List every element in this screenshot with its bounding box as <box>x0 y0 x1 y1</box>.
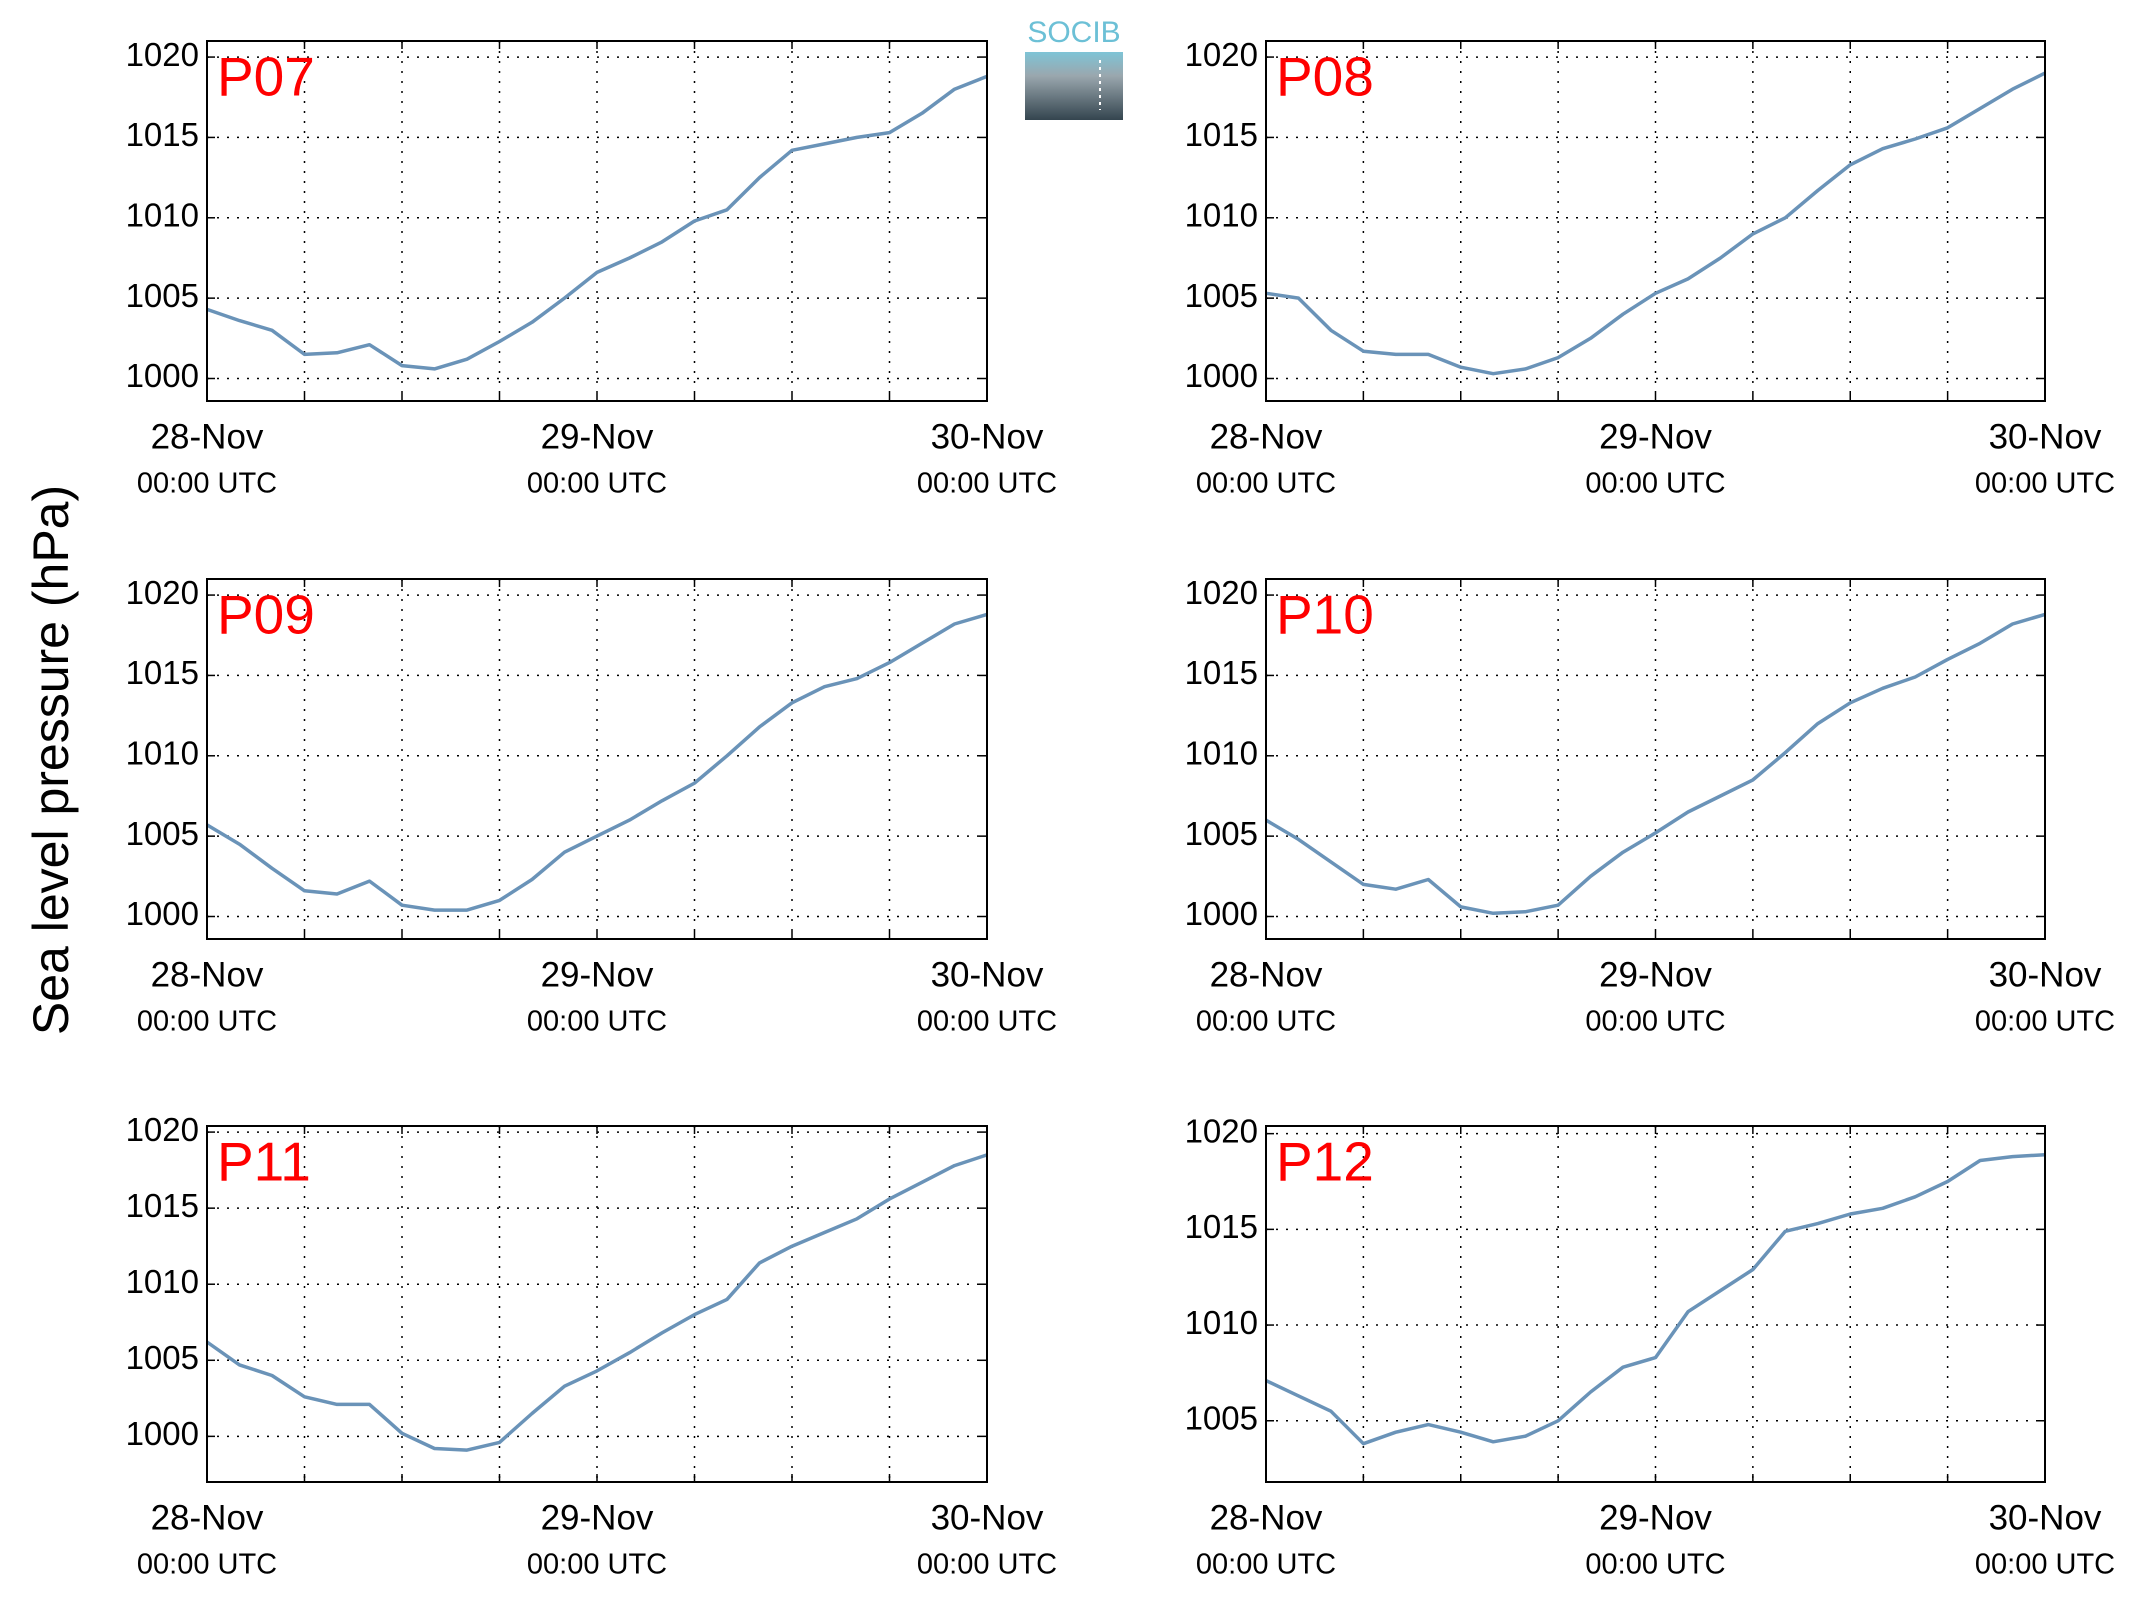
x-tick-label: 29-Nov <box>541 1498 654 1537</box>
y-tick-label: 1000 <box>1185 895 1258 932</box>
x-tick-sublabel: 00:00 UTC <box>1585 1549 1725 1581</box>
x-tick-sublabel: 00:00 UTC <box>1196 468 1336 500</box>
panel-title: P07 <box>217 46 315 108</box>
y-tick-label: 1010 <box>1185 735 1258 772</box>
y-tick-label: 1020 <box>1185 36 1258 73</box>
x-tick-label: 30-Nov <box>931 417 1044 456</box>
x-tick-sublabel: 00:00 UTC <box>137 1549 277 1581</box>
x-tick-sublabel: 00:00 UTC <box>1585 1006 1725 1038</box>
panel-title: P08 <box>1276 46 1374 108</box>
x-tick-label: 28-Nov <box>1210 417 1323 456</box>
panel-title: P10 <box>1276 584 1374 646</box>
panel-title: P09 <box>217 584 315 646</box>
x-tick-sublabel: 00:00 UTC <box>1975 1549 2115 1581</box>
x-tick-sublabel: 00:00 UTC <box>527 1549 667 1581</box>
x-tick-sublabel: 00:00 UTC <box>1975 1006 2115 1038</box>
x-tick-label: 28-Nov <box>151 955 264 994</box>
data-line <box>206 74 988 371</box>
y-tick-label: 1015 <box>126 116 199 153</box>
data-line <box>1265 71 2046 376</box>
data-line <box>1265 1152 2046 1446</box>
x-tick-label: 28-Nov <box>151 1498 264 1537</box>
y-tick-label: 1015 <box>126 1187 199 1224</box>
plot-frame <box>1265 1125 2046 1483</box>
plot-frame <box>1265 578 2046 940</box>
logo-text: SOCIB <box>1027 16 1120 49</box>
plot-frame <box>206 40 988 402</box>
plot-frame <box>206 578 988 940</box>
y-tick-label: 1015 <box>126 654 199 691</box>
data-line <box>205 1153 988 1452</box>
x-tick-label: 30-Nov <box>931 955 1044 994</box>
x-tick-label: 29-Nov <box>541 417 654 456</box>
x-tick-label: 30-Nov <box>1989 955 2102 994</box>
x-tick-label: 30-Nov <box>1989 417 2102 456</box>
y-tick-label: 1005 <box>1185 1399 1258 1436</box>
y-axis-label: Sea level pressure (hPa) <box>23 485 79 1035</box>
x-tick-label: 29-Nov <box>1599 417 1712 456</box>
y-tick-label: 1010 <box>1185 1304 1258 1341</box>
x-tick-sublabel: 00:00 UTC <box>917 468 1057 500</box>
y-tick-label: 1000 <box>126 357 199 394</box>
y-tick-label: 1015 <box>1185 1208 1258 1245</box>
logo: SOCIB <box>1025 16 1123 120</box>
x-tick-sublabel: 00:00 UTC <box>137 1006 277 1038</box>
y-tick-label: 1000 <box>126 1415 199 1452</box>
y-tick-label: 1010 <box>126 1263 199 1300</box>
x-tick-label: 30-Nov <box>1989 1498 2102 1537</box>
x-tick-sublabel: 00:00 UTC <box>137 468 277 500</box>
x-tick-label: 28-Nov <box>151 417 264 456</box>
logo-block <box>1025 52 1123 120</box>
y-tick-label: 1005 <box>126 277 199 314</box>
x-tick-sublabel: 00:00 UTC <box>1196 1549 1336 1581</box>
panel-title: P12 <box>1276 1131 1374 1193</box>
x-tick-sublabel: 00:00 UTC <box>527 1006 667 1038</box>
data-line <box>1265 612 2046 916</box>
x-tick-sublabel: 00:00 UTC <box>917 1006 1057 1038</box>
y-tick-label: 1005 <box>1185 815 1258 852</box>
y-tick-label: 1005 <box>126 1339 199 1376</box>
x-tick-sublabel: 00:00 UTC <box>917 1549 1057 1581</box>
x-tick-sublabel: 00:00 UTC <box>1196 1006 1336 1038</box>
x-tick-label: 29-Nov <box>1599 1498 1712 1537</box>
y-tick-label: 1010 <box>1185 197 1258 234</box>
panel-title: P11 <box>217 1131 311 1193</box>
x-tick-label: 28-Nov <box>1210 1498 1323 1537</box>
x-tick-sublabel: 00:00 UTC <box>527 468 667 500</box>
y-tick-label: 1020 <box>126 574 199 611</box>
y-tick-label: 1005 <box>1185 277 1258 314</box>
plot-frame <box>206 1125 988 1483</box>
x-tick-label: 28-Nov <box>1210 955 1323 994</box>
x-tick-label: 30-Nov <box>931 1498 1044 1537</box>
y-tick-label: 1015 <box>1185 654 1258 691</box>
y-tick-label: 1020 <box>126 36 199 73</box>
y-tick-label: 1000 <box>1185 357 1258 394</box>
data-line <box>206 612 988 912</box>
x-tick-sublabel: 00:00 UTC <box>1585 468 1725 500</box>
y-tick-label: 1005 <box>126 815 199 852</box>
y-tick-label: 1000 <box>126 895 199 932</box>
y-tick-label: 1010 <box>126 735 199 772</box>
y-tick-label: 1020 <box>1185 1112 1258 1149</box>
x-tick-label: 29-Nov <box>1599 955 1712 994</box>
y-tick-label: 1020 <box>126 1111 199 1148</box>
x-tick-label: 29-Nov <box>541 955 654 994</box>
y-tick-label: 1020 <box>1185 574 1258 611</box>
plot-frame <box>1265 40 2046 402</box>
y-tick-label: 1010 <box>126 197 199 234</box>
y-tick-label: 1015 <box>1185 116 1258 153</box>
x-tick-sublabel: 00:00 UTC <box>1975 468 2115 500</box>
